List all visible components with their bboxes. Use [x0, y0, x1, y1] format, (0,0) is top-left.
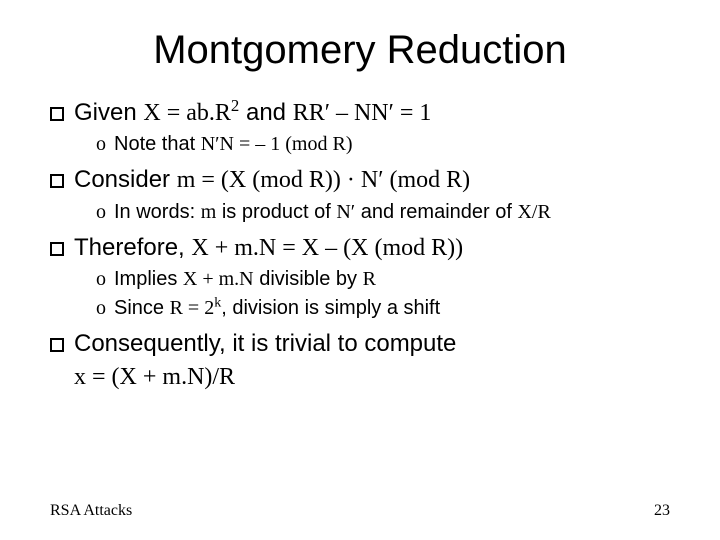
math-text: m = (X (mod R)) · N′ (mod R)	[177, 167, 470, 193]
square-bullet-icon	[50, 338, 64, 352]
math-text: X + m.N = X – (X (mod R))	[191, 235, 463, 261]
bullet-item: Given X = ab.R2 and RR′ – NN′ = 1	[50, 97, 670, 129]
sub-item: o Since R = 2k, division is simply a shi…	[96, 295, 670, 322]
sub-item: o Note that N′N = – 1 (mod R)	[96, 131, 670, 158]
circle-bullet-icon: o	[96, 131, 106, 158]
lead-text: Consequently, it is trivial to compute	[74, 330, 456, 357]
sub-lead: Since	[114, 297, 170, 319]
circle-bullet-icon: o	[96, 295, 106, 322]
sub-text: , division is simply a shift	[221, 297, 440, 319]
slide-title: Montgomery Reduction	[50, 28, 670, 73]
footer-page-number: 23	[654, 502, 670, 520]
sub-text: is product of	[216, 201, 336, 223]
bullet-item: Consequently, it is trivial to compute x…	[50, 328, 670, 393]
math-text: X = ab.R	[143, 100, 231, 126]
math-text: X + m.N	[183, 268, 254, 290]
mid-text: and	[239, 99, 292, 126]
sub-text: and remainder of	[355, 201, 517, 223]
math-text: N′N = – 1 (mod R)	[201, 133, 353, 155]
slide-footer: RSA Attacks 23	[50, 502, 670, 520]
circle-bullet-icon: o	[96, 266, 106, 293]
sub-lead: Implies	[114, 268, 183, 290]
square-bullet-icon	[50, 107, 64, 121]
math-text: RR′ – NN′ = 1	[293, 100, 432, 126]
square-bullet-icon	[50, 174, 64, 188]
math-text: m	[201, 201, 217, 223]
slide-content: Given X = ab.R2 and RR′ – NN′ = 1 o Note…	[50, 97, 670, 393]
lead-text: Consider	[74, 166, 177, 193]
sub-lead: Note that	[114, 133, 201, 155]
bullet-item: Therefore, X + m.N = X – (X (mod R))	[50, 232, 670, 264]
footer-left: RSA Attacks	[50, 502, 132, 520]
math-text: R = 2	[170, 297, 215, 319]
circle-bullet-icon: o	[96, 199, 106, 226]
bullet-item: Consider m = (X (mod R)) · N′ (mod R)	[50, 164, 670, 196]
math-text: X/R	[517, 201, 550, 223]
math-text: R	[363, 268, 376, 290]
lead-text: Given	[74, 99, 143, 126]
square-bullet-icon	[50, 242, 64, 256]
math-text: N′	[336, 201, 355, 223]
sub-text: divisible by	[254, 268, 363, 290]
sub-item: o Implies X + m.N divisible by R	[96, 266, 670, 293]
lead-text: Therefore,	[74, 234, 191, 261]
sub-item: o In words: m is product of N′ and remai…	[96, 199, 670, 226]
math-text: x = (X + m.N)/R	[74, 364, 235, 390]
sub-lead: In words:	[114, 201, 201, 223]
